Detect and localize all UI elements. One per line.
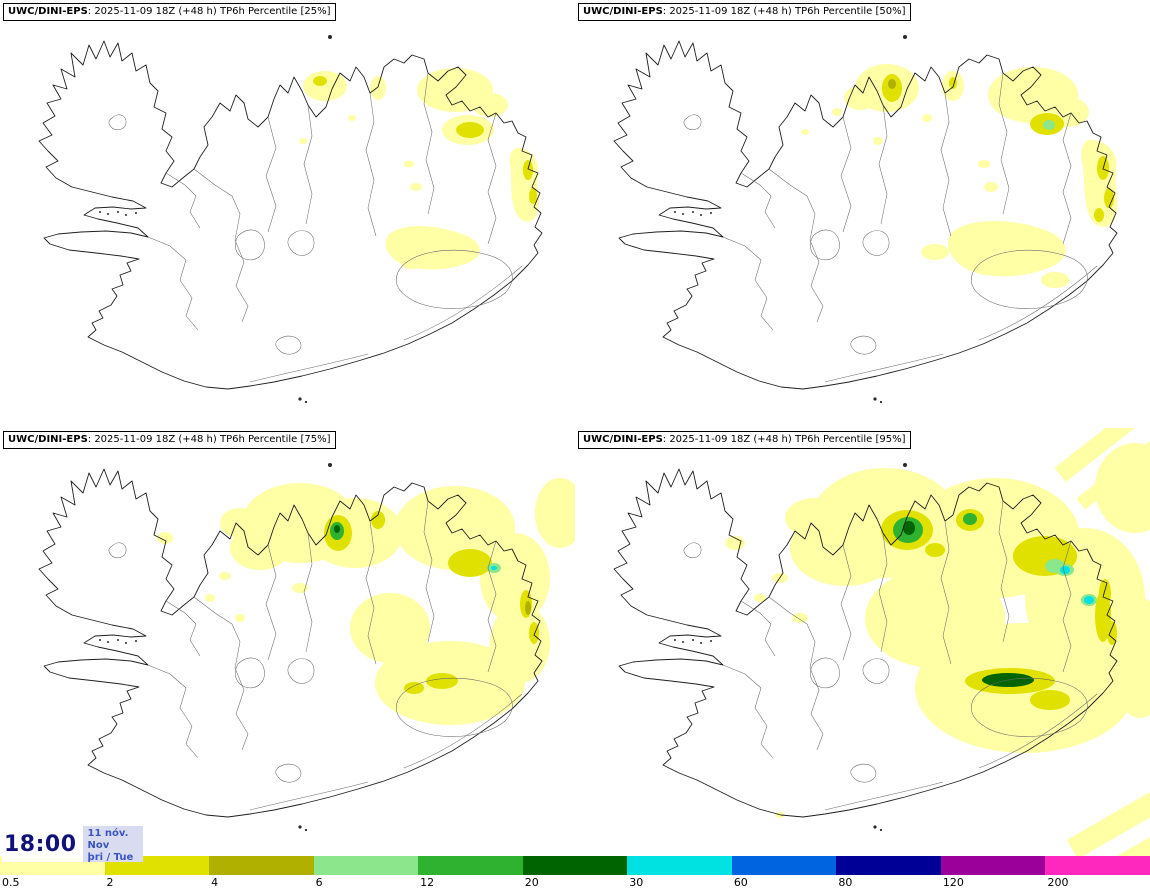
date-day: 11 nóv. xyxy=(87,828,129,839)
colorbar-tick: 200 xyxy=(1047,876,1069,889)
colorbar-tick: 120 xyxy=(942,876,964,889)
colorbar-segment xyxy=(1045,856,1150,875)
colorbar-tick: 6 xyxy=(315,876,323,889)
colorbar-segment xyxy=(627,856,732,875)
map-panel-p25: UWC/DINI-EPS: 2025-11-09 18Z (+48 h) TP6… xyxy=(0,0,575,428)
colorbar-segments xyxy=(0,856,1150,875)
precipitation-shading-p75 xyxy=(157,478,575,725)
colorbar-tick: 60 xyxy=(733,876,748,889)
colorbar-tick: 4 xyxy=(211,876,219,889)
map-panel-p75: UWC/DINI-EPS: 2025-11-09 18Z (+48 h) TP6… xyxy=(0,428,575,856)
colorbar-ticks: 0.5 2 4 6 12 20 30 60 80 120 200 xyxy=(0,875,1150,891)
iceland-map-svg-p25 xyxy=(38,34,543,404)
panel-title-p25: UWC/DINI-EPS: 2025-11-09 18Z (+48 h) TP6… xyxy=(3,3,336,21)
colorbar-tick: 30 xyxy=(629,876,644,889)
precipitation-shading-p25 xyxy=(299,68,539,270)
colorbar-tick: 20 xyxy=(524,876,539,889)
colorbar-segment xyxy=(522,856,628,875)
model-name: UWC/DINI-EPS xyxy=(583,434,663,445)
colorbar-tick: 12 xyxy=(420,876,435,889)
model-name: UWC/DINI-EPS xyxy=(583,6,663,17)
model-name: UWC/DINI-EPS xyxy=(8,6,88,17)
map-grid: UWC/DINI-EPS: 2025-11-09 18Z (+48 h) TP6… xyxy=(0,0,1150,856)
colorbar-segment xyxy=(418,856,523,875)
iceland-map-svg-p75 xyxy=(38,462,575,832)
map-panel-p95: UWC/DINI-EPS: 2025-11-09 18Z (+48 h) TP6… xyxy=(575,428,1150,856)
colorbar: 0.5 2 4 6 12 20 30 60 80 120 200 xyxy=(0,856,1150,891)
colorbar-tick: 0.5 xyxy=(2,876,20,889)
time-label: 18:00 xyxy=(2,826,83,862)
panel-title-p75: UWC/DINI-EPS: 2025-11-09 18Z (+48 h) TP6… xyxy=(3,431,336,449)
colorbar-segment xyxy=(836,856,941,875)
panel-title-p50: UWC/DINI-EPS: 2025-11-09 18Z (+48 h) TP6… xyxy=(578,3,911,21)
colorbar-segment xyxy=(940,856,1046,875)
colorbar-segment xyxy=(731,856,837,875)
colorbar-tick: 2 xyxy=(106,876,114,889)
panel-title-info: : 2025-11-09 18Z (+48 h) TP6h Percentile… xyxy=(87,434,331,445)
precipitation-shading-p95 xyxy=(725,428,1150,856)
panel-title-info: : 2025-11-09 18Z (+48 h) TP6h Percentile… xyxy=(662,434,906,445)
date-block: 11 nóv. Nov þri / Tue xyxy=(82,826,144,863)
panel-title-info: : 2025-11-09 18Z (+48 h) TP6h Percentile… xyxy=(662,6,906,17)
panel-title-info: : 2025-11-09 18Z (+48 h) TP6h Percentile… xyxy=(87,6,331,17)
iceland-map-svg-p50 xyxy=(613,34,1118,404)
colorbar-tick: 80 xyxy=(838,876,853,889)
model-name: UWC/DINI-EPS xyxy=(8,434,88,445)
panel-title-p95: UWC/DINI-EPS: 2025-11-09 18Z (+48 h) TP6… xyxy=(578,431,911,449)
precipitation-shading-p50 xyxy=(801,64,1118,288)
date-month: Nov xyxy=(87,840,110,851)
time-overlay: 18:00 11 nóv. Nov þri / Tue xyxy=(2,826,144,863)
map-panel-p50: UWC/DINI-EPS: 2025-11-09 18Z (+48 h) TP6… xyxy=(575,0,1150,428)
date-weekday: þri / Tue xyxy=(87,852,134,863)
colorbar-segment xyxy=(209,856,314,875)
iceland-map-svg-p95 xyxy=(613,428,1150,856)
colorbar-segment xyxy=(313,856,419,875)
